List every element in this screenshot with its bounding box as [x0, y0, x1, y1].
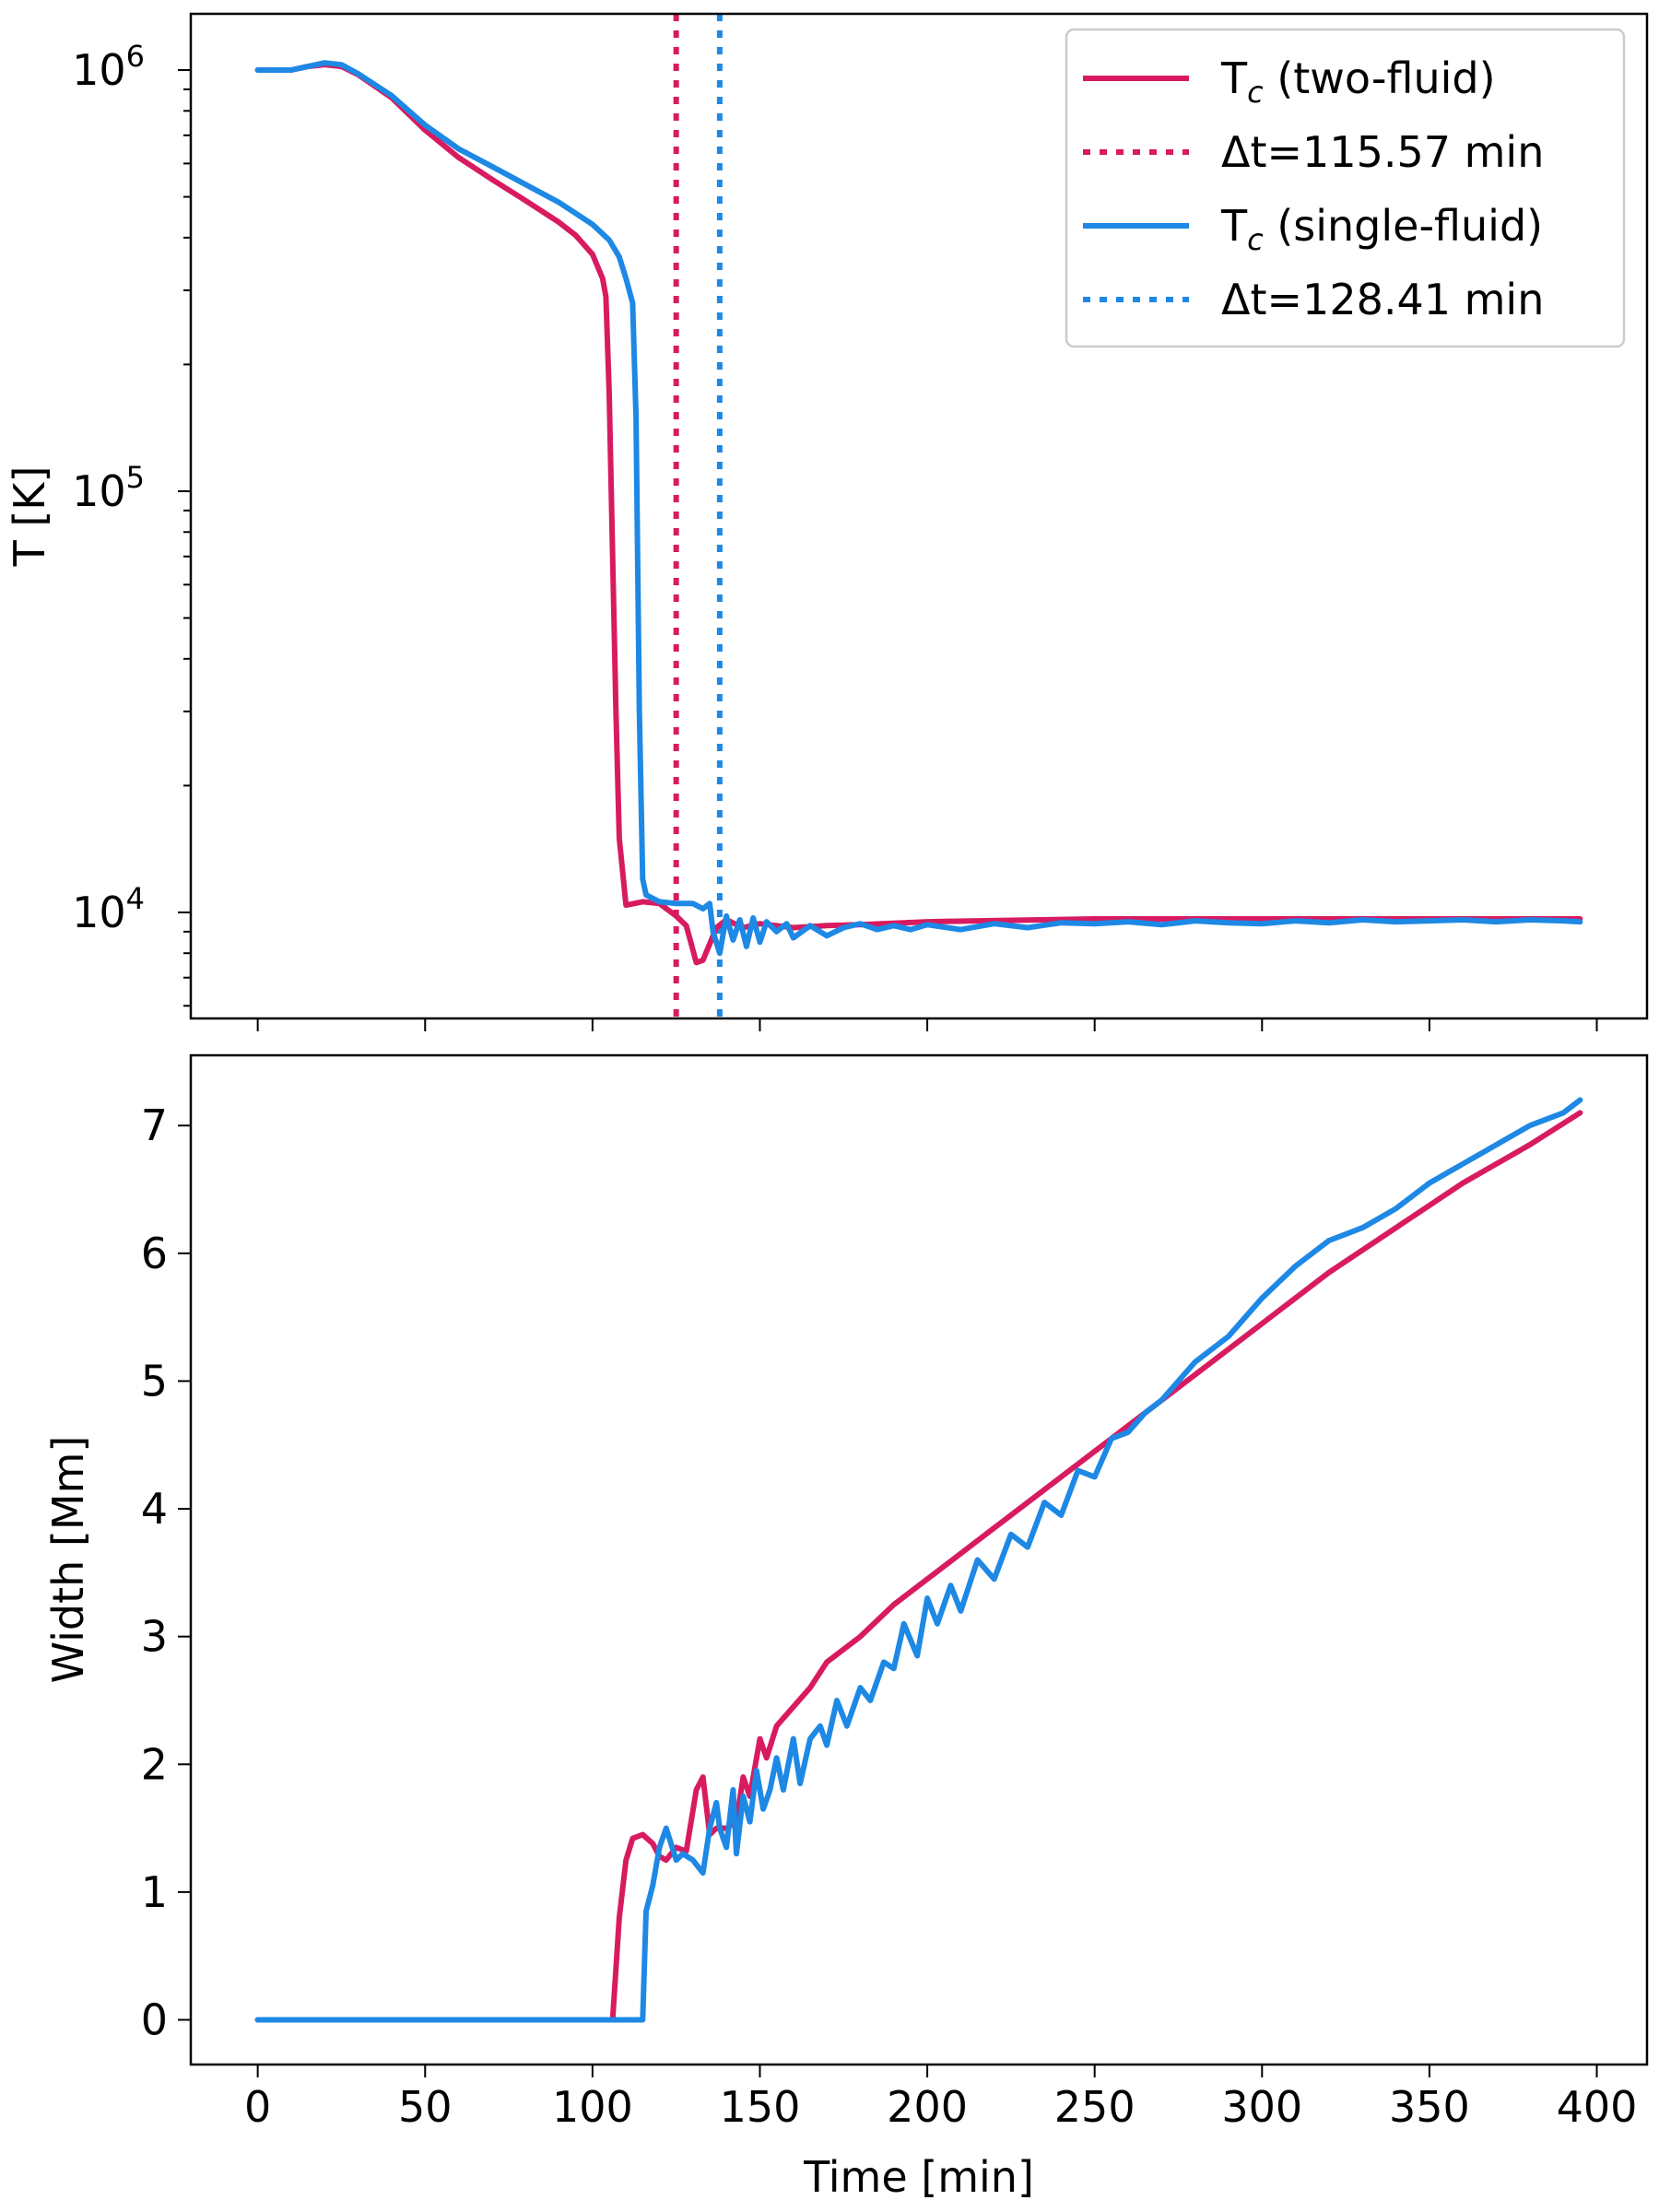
- width-y-tick-label: 0: [141, 1994, 168, 2044]
- x-tick-label: 400: [1557, 2082, 1638, 2132]
- x-tick-label: 300: [1221, 2082, 1302, 2132]
- width-axes-frame: [189, 1053, 1649, 2066]
- temperature-y-ticks: 106 105 104: [72, 39, 191, 1007]
- width-series-single-fluid: [254, 1097, 1583, 2023]
- temperature-axes-frame: [189, 12, 1649, 1020]
- width-y-tick-label: 1: [141, 1867, 168, 1917]
- width-y-tick-label: 6: [141, 1229, 168, 1278]
- temperature-y-tick-label: 104: [72, 881, 145, 937]
- legend-label-single-fluid: Tc (single-fluid): [1220, 201, 1543, 257]
- width-y-tick-label: 5: [141, 1356, 168, 1406]
- x-axis-label: Time [min]: [803, 2152, 1034, 2202]
- temperature-panel: 106 105 104 T [K] Tc (two-fluid) Δt=115.57…: [5, 12, 1649, 1031]
- temperature-x-ticks: [256, 1018, 1598, 1031]
- width-y-ticks: 0 1 2 3 4 5 6 7: [141, 1100, 191, 2044]
- x-tick-label: 100: [552, 2082, 633, 2132]
- legend-label-two-fluid: Tc (two-fluid): [1220, 53, 1496, 110]
- width-y-tick-label: 3: [141, 1612, 168, 1662]
- x-tick-label: 200: [887, 2082, 968, 2132]
- x-tick-label: 50: [398, 2082, 453, 2132]
- width-x-ticks: 0 50 100 150 200 250 300 350 400: [244, 2065, 1637, 2132]
- width-y-tick-label: 7: [141, 1100, 168, 1150]
- width-y-tick-label: 4: [141, 1484, 168, 1534]
- x-tick-label: 350: [1389, 2082, 1470, 2132]
- legend-box: [1065, 28, 1626, 348]
- x-tick-label: 150: [720, 2082, 801, 2132]
- temperature-y-axis-label: T [K]: [5, 466, 54, 568]
- legend-label-single-fluid-dt: Δt=128.41 min: [1221, 275, 1544, 324]
- x-tick-label: 0: [244, 2082, 271, 2132]
- legend-label-two-fluid-dt: Δt=115.57 min: [1221, 127, 1544, 177]
- temperature-y-tick-label: 106: [72, 39, 145, 95]
- x-tick-label: 250: [1054, 2082, 1135, 2132]
- legend: Tc (two-fluid) Δt=115.57 min Tc (single-…: [1065, 28, 1626, 348]
- width-panel: 0 50 100 150 200 250 300 350 400 0 1 2 3 4 5 6 7 Width …: [43, 1053, 1649, 2202]
- temperature-series-single-fluid: [254, 60, 1583, 957]
- width-y-axis-label: Width [Mm]: [43, 1436, 93, 1684]
- width-y-tick-label: 2: [141, 1739, 168, 1789]
- temperature-y-tick-label: 105: [72, 460, 145, 516]
